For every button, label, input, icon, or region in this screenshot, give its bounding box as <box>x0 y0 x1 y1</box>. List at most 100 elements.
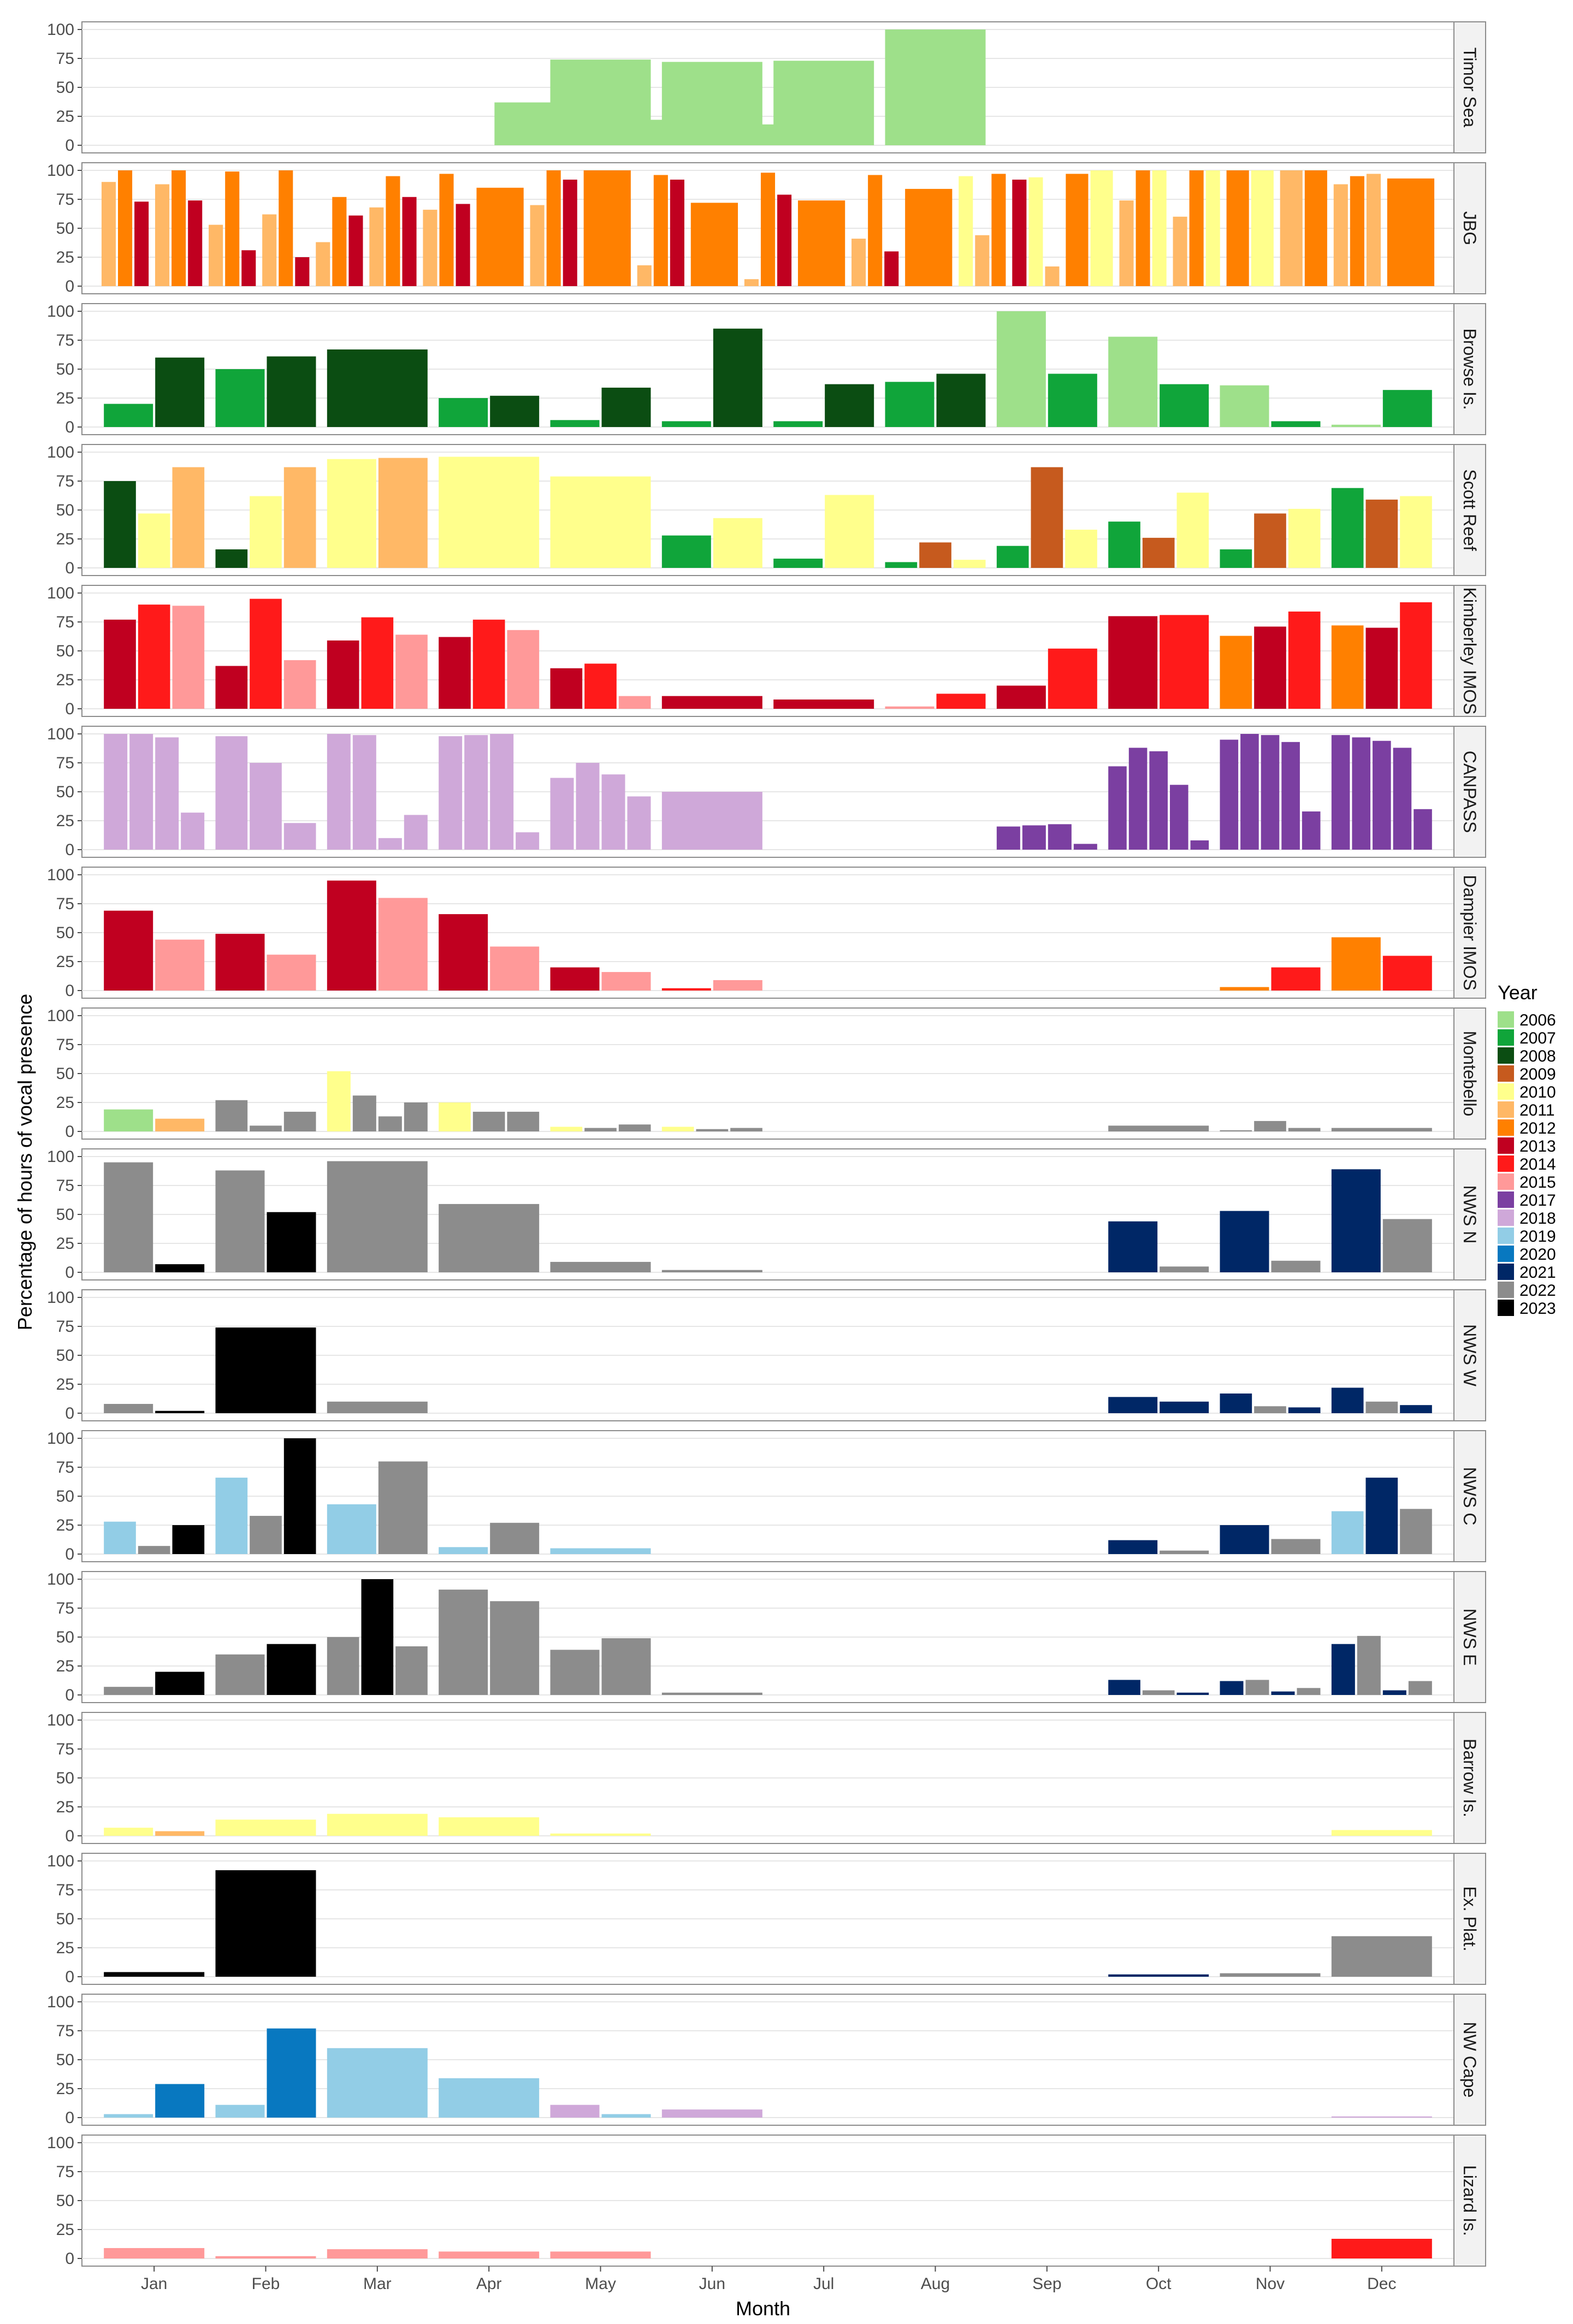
bar-2010 <box>1331 1830 1432 1836</box>
bar-2013 <box>188 200 203 286</box>
bar-2007 <box>661 421 711 427</box>
facet-strip <box>1453 21 1486 153</box>
bar-2006 <box>885 29 986 145</box>
legend-swatch-2006 <box>1498 1011 1514 1028</box>
bar-2012 <box>225 171 240 286</box>
bar-2017 <box>1128 748 1148 850</box>
panel-montebello: 0 25 50 75 100 Montebello <box>47 1007 1486 1141</box>
bar-2013 <box>327 640 359 709</box>
facet-strip <box>1453 1148 1486 1280</box>
bar-2007 <box>773 421 823 427</box>
bar-2014 <box>250 598 282 709</box>
bar-2014 <box>936 693 986 709</box>
legend-swatch-2008 <box>1498 1047 1514 1064</box>
bar-2014 <box>138 604 170 709</box>
bar-2015 <box>378 898 428 991</box>
bar-2013 <box>550 967 600 991</box>
legend-swatch-2019 <box>1498 1228 1514 1244</box>
y-tick-label: 25 <box>56 2221 74 2239</box>
panels: 0 25 50 75 100 Timor Sea 0 25 50 75 100 JBG 0 25 50 75 1… <box>47 21 1486 2268</box>
bar-2015 <box>283 660 316 709</box>
bar-2022 <box>327 1161 428 1272</box>
bar-2019 <box>1331 1511 1364 1554</box>
bar-2019 <box>550 1548 651 1554</box>
y-tick-label: 75 <box>56 1036 74 1054</box>
bar-2013 <box>402 197 417 286</box>
legend-swatch-2011 <box>1498 1101 1514 1118</box>
facet-label: Dampier IMOS <box>1460 875 1480 991</box>
y-tick-label: 75 <box>56 472 74 490</box>
bar-2011 <box>101 182 116 286</box>
y-tick-label: 25 <box>56 108 74 126</box>
facet-strip <box>1453 1430 1486 1562</box>
y-tick-label: 75 <box>56 613 74 631</box>
bar-2021 <box>1365 1478 1398 1554</box>
bar-2010 <box>953 560 986 568</box>
y-tick-label: 0 <box>65 277 74 295</box>
y-tick-label: 50 <box>56 360 74 378</box>
x-tick-label: Feb <box>252 2275 280 2293</box>
bar-2006 <box>718 124 818 145</box>
facet-strip <box>1453 1289 1486 1421</box>
y-tick-label: 100 <box>47 303 74 321</box>
bar-2012 <box>546 170 561 286</box>
legend-swatch-2023 <box>1498 1300 1514 1316</box>
bar-2022 <box>1288 1128 1321 1131</box>
bar-2006 <box>1331 424 1381 427</box>
bar-2011 <box>283 467 316 568</box>
facet-label: NWS E <box>1460 1609 1480 1666</box>
bar-2010 <box>1176 493 1209 568</box>
bar-2013 <box>1254 626 1286 709</box>
bar-2018 <box>490 734 514 850</box>
bar-2018 <box>661 792 762 850</box>
bar-2021 <box>1382 1690 1406 1695</box>
bar-2022 <box>327 1401 428 1413</box>
bar-2013 <box>1012 179 1027 286</box>
panel-jbg: 0 25 50 75 100 JBG <box>47 162 1486 295</box>
bar-2012 <box>868 175 883 286</box>
bar-2010 <box>1400 496 1432 568</box>
bar-2022 <box>439 1204 540 1272</box>
bar-2013 <box>439 914 488 991</box>
bar-2009 <box>919 542 951 568</box>
bar-2023 <box>267 1212 316 1272</box>
bar-2017 <box>1048 824 1072 850</box>
y-tick-label: 25 <box>56 1376 74 1394</box>
bar-2019 <box>327 2048 428 2118</box>
legend-label: 2006 <box>1519 1011 1556 1029</box>
y-tick-label: 100 <box>47 1852 74 1870</box>
y-tick-label: 0 <box>65 559 74 577</box>
y-tick-label: 75 <box>56 1177 74 1195</box>
bar-2022 <box>507 1111 540 1131</box>
bar-2017 <box>1393 748 1412 850</box>
bar-2012 <box>653 175 668 286</box>
bar-2022 <box>1108 1125 1209 1131</box>
y-tick-label: 0 <box>65 1827 74 1845</box>
legend-swatch-2015 <box>1498 1173 1514 1190</box>
bar-2010 <box>104 1828 153 1836</box>
x-tick-label: Aug <box>921 2275 950 2293</box>
bar-2021 <box>1176 1692 1209 1695</box>
bar-2022 <box>250 1516 282 1554</box>
bar-2006 <box>494 102 595 145</box>
facet-label: JBG <box>1460 211 1480 245</box>
bar-2008 <box>215 549 248 568</box>
bar-2019 <box>601 2114 651 2118</box>
facet-label: Barrow Is. <box>1460 1739 1480 1817</box>
legend-label: 2007 <box>1519 1029 1556 1047</box>
bar-2011 <box>1119 200 1134 286</box>
bar-2022 <box>1408 1681 1432 1695</box>
bar-2011 <box>1173 216 1187 286</box>
facet-strip <box>1453 1007 1486 1140</box>
y-tick-label: 0 <box>65 1264 74 1282</box>
facet-label: NWS W <box>1460 1324 1480 1387</box>
bar-2009 <box>1031 467 1063 568</box>
bar-2007 <box>1382 390 1432 427</box>
bar-2015 <box>439 2251 540 2258</box>
bar-2022 <box>138 1546 170 1554</box>
bar-2022 <box>601 1638 651 1695</box>
bar-2022 <box>404 1102 428 1131</box>
bar-2022 <box>1382 1219 1432 1272</box>
bar-2011 <box>1280 170 1303 286</box>
panel-nws-c: 0 25 50 75 100 NWS C <box>47 1430 1486 1563</box>
